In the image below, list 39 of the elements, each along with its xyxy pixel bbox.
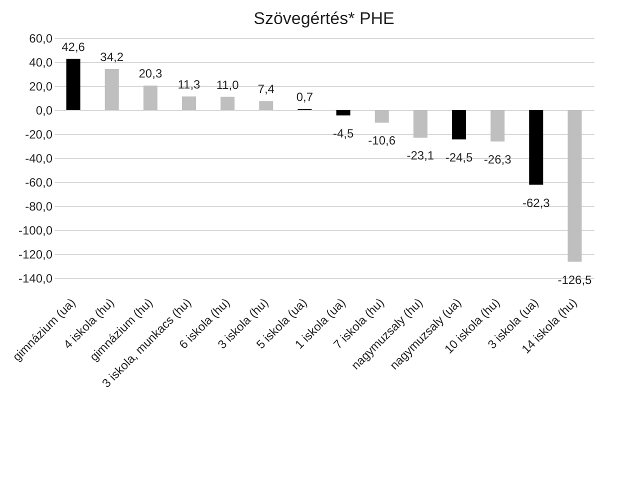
y-tick-label: 0,0 [36, 104, 53, 118]
data-label: -4,5 [332, 126, 354, 140]
bar [529, 110, 544, 185]
y-tick-label: 20,0 [29, 80, 53, 94]
data-label: -26,3 [484, 152, 512, 167]
data-label: -24,5 [445, 150, 473, 164]
bar [413, 110, 428, 138]
bar [104, 68, 119, 110]
bar [374, 110, 389, 123]
data-label: -126,5 [558, 272, 592, 287]
y-tick-label: 40,0 [29, 56, 53, 70]
bar [490, 110, 505, 142]
data-label: 11,3 [178, 77, 201, 92]
chart-title: Szövegértés* PHE [254, 9, 394, 28]
bar [568, 110, 582, 262]
data-label: 7,4 [258, 82, 275, 96]
y-tick-label: -100,0 [18, 224, 53, 238]
y-tick-label: -20,0 [25, 128, 53, 142]
bar [220, 96, 235, 110]
bar [182, 96, 196, 110]
y-tick-label: -140,0 [18, 272, 53, 286]
y-tick-label: -40,0 [25, 152, 53, 166]
data-label: 0,7 [296, 90, 314, 104]
y-tick-label: -80,0 [25, 200, 53, 214]
data-label: 20,3 [138, 66, 162, 81]
y-tick-label: 60,0 [29, 32, 53, 46]
bar [143, 86, 158, 110]
data-label: -10,6 [368, 134, 396, 148]
y-tick-label: -120,0 [18, 248, 53, 262]
data-label: -23,1 [406, 148, 434, 163]
data-label: 11,0 [216, 78, 240, 92]
data-label: 34,2 [100, 50, 124, 64]
bar [259, 101, 274, 110]
data-label: 42,6 [62, 40, 86, 54]
bar [452, 110, 466, 140]
data-label: -62,3 [522, 196, 550, 210]
y-tick-label: -60,0 [25, 176, 53, 190]
bar [336, 110, 350, 116]
bar [66, 58, 80, 110]
